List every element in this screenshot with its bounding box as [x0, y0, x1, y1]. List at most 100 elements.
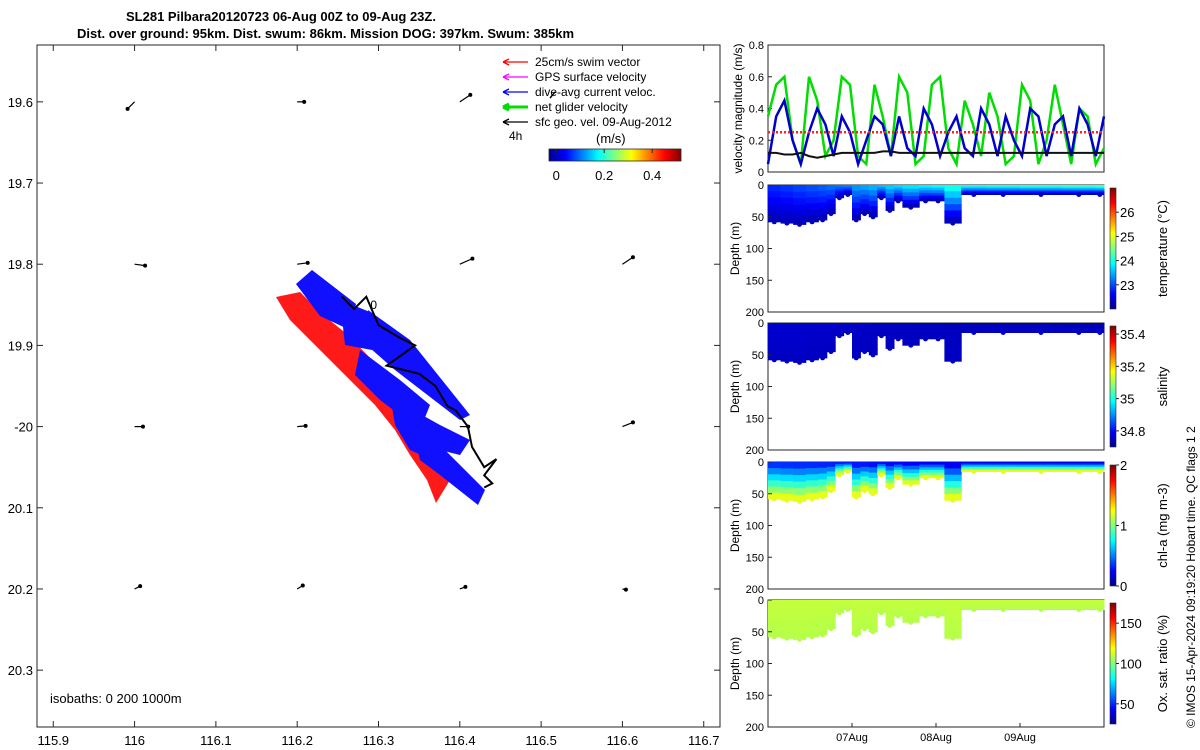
profile-cell	[826, 342, 836, 348]
profile-cell	[768, 203, 782, 210]
profile-cell	[868, 477, 878, 484]
profile-cell	[805, 347, 819, 355]
depth-tick-label: 50	[752, 627, 764, 639]
profile-cell	[885, 462, 895, 467]
profile-cell	[860, 204, 870, 210]
profile-cell	[877, 329, 887, 332]
profile-cell	[931, 464, 945, 468]
profile-dot	[784, 220, 790, 226]
profile-cell	[1062, 465, 1097, 468]
profile-dot	[887, 345, 893, 351]
profile-dot	[845, 330, 851, 335]
profile-cell	[852, 605, 861, 613]
colorbar-tick-label: 23	[1120, 278, 1134, 293]
profile-cell	[1095, 603, 1105, 606]
profile-dot	[935, 475, 941, 481]
map-x-tick-label: 116.5	[525, 733, 557, 748]
profile-cell	[961, 603, 987, 606]
profile-cell	[826, 604, 836, 611]
profile-cell	[843, 327, 853, 330]
profile-cell	[944, 185, 962, 192]
profile-cell	[1062, 323, 1097, 326]
profile-cell	[1020, 324, 1063, 327]
profile-cell	[885, 327, 895, 332]
profile-dot	[908, 619, 914, 625]
geo-vector-arrow	[297, 260, 310, 265]
profile-cell	[768, 215, 782, 223]
profile-cell	[768, 612, 782, 619]
map-y-tick-label: 20.1	[8, 501, 33, 516]
profile-cell	[818, 328, 828, 336]
profile-dot	[971, 607, 977, 612]
profile-cell	[835, 602, 845, 605]
panel-colorbar	[1109, 325, 1117, 448]
profile-cell	[1062, 462, 1097, 465]
profile-cell	[1062, 324, 1097, 327]
profile-cell	[1095, 186, 1105, 189]
profile-cell	[843, 189, 853, 192]
profile-cell	[768, 480, 782, 487]
profile-cell	[877, 187, 887, 190]
profile-cell	[835, 191, 845, 194]
profile-dot	[836, 333, 842, 339]
panel-colorbar	[1109, 187, 1117, 310]
profile-cell	[1062, 463, 1097, 466]
profile-cell	[818, 196, 828, 203]
profile-cell	[944, 612, 962, 620]
profile-cell	[818, 352, 828, 359]
profile-cell	[843, 188, 853, 191]
profile-cell	[826, 462, 836, 468]
profile-dot	[797, 636, 802, 642]
map-x-tick-label: 116.7	[688, 733, 720, 748]
profile-cell	[894, 605, 903, 609]
track-label: 0	[370, 298, 377, 312]
profile-dot	[797, 359, 802, 365]
profile-cell	[852, 202, 861, 209]
profile-cell	[885, 616, 895, 622]
profile-dot	[950, 220, 956, 226]
profile-dot	[878, 195, 884, 201]
profile-cell	[780, 323, 794, 330]
panel-colorbar	[1109, 602, 1117, 725]
profile-cell	[843, 603, 853, 606]
profile-dot	[771, 357, 777, 363]
profile-cell	[780, 487, 794, 495]
colorbar-tick-label: 100	[1120, 657, 1142, 672]
profile-cell	[877, 466, 887, 469]
profile-cell	[986, 600, 1021, 603]
profile-dot	[971, 192, 977, 197]
profile-cell	[931, 462, 945, 466]
profile-cell	[931, 472, 945, 476]
profile-cell	[780, 335, 794, 343]
velocity-y-tick-label: 0.8	[749, 40, 764, 52]
profile-cell	[768, 335, 782, 342]
profile-cell	[780, 468, 794, 476]
profile-dot	[809, 634, 815, 640]
profile-cell	[826, 337, 836, 343]
geo-vector-arrow	[134, 424, 145, 429]
profile-cell	[902, 192, 920, 197]
colorbar-label: temperature (°C)	[1155, 200, 1170, 297]
profile-cell	[835, 323, 845, 326]
profile-cell	[902, 199, 920, 204]
profile-dot	[836, 610, 842, 616]
profile-cell	[835, 462, 845, 465]
depth-tick-label: 100	[746, 382, 764, 394]
profile-cell	[780, 354, 794, 362]
map-y-tick-label: 20.2	[8, 582, 33, 597]
profile-cell	[894, 607, 903, 611]
profile-cell	[961, 188, 987, 191]
profile-dot	[862, 349, 868, 355]
profile-cell	[894, 472, 903, 476]
profile-cell	[805, 612, 819, 619]
map-x-tick-label: 116.6	[607, 733, 639, 748]
profile-cell	[877, 327, 887, 330]
profile-cell	[894, 462, 903, 466]
profile-dot	[1038, 607, 1044, 612]
profile-dot	[828, 488, 834, 494]
profile-cell	[868, 344, 878, 350]
swim-vectors	[276, 292, 450, 503]
profile-cell	[852, 611, 861, 618]
profile-cell	[894, 185, 903, 189]
